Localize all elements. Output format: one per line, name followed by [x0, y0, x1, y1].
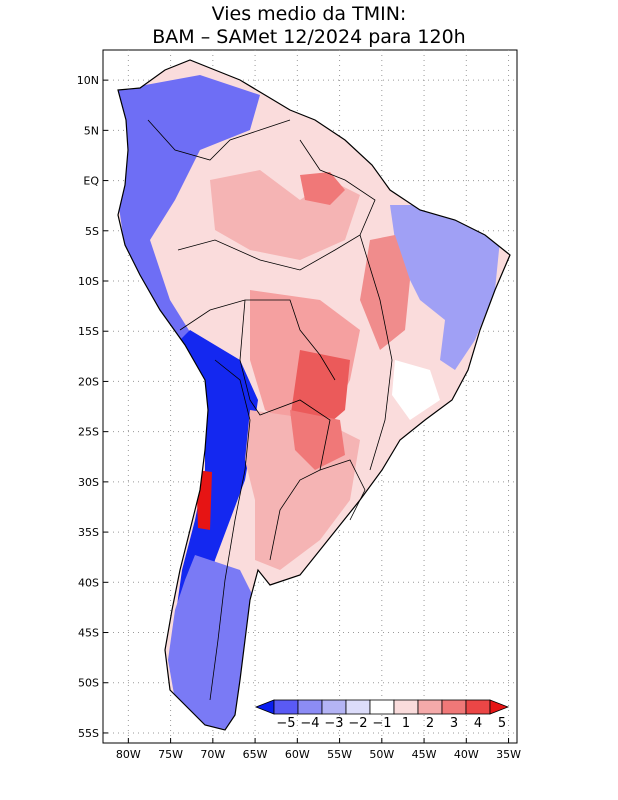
lon-tick-label: 70W — [200, 748, 225, 761]
colorbar-box — [441, 699, 467, 715]
colorbar-label: 4 — [474, 716, 482, 731]
southeast-neutral-patch — [392, 360, 440, 420]
lon-tick-label: 35W — [496, 748, 521, 761]
lat-tick-label: 30S — [78, 476, 99, 489]
colorbar-box — [417, 699, 443, 715]
lat-tick-label: 50S — [78, 677, 99, 690]
colorbar-box — [393, 699, 419, 715]
colorbar-label: 5 — [498, 716, 506, 731]
colorbar-box — [369, 699, 395, 715]
colorbar-label: −1 — [372, 716, 391, 731]
lon-tick-label: 65W — [243, 748, 268, 761]
map-title-line2: BAM – SAMet 12/2024 para 120h — [152, 26, 466, 48]
colorbar-label: −3 — [324, 716, 343, 731]
country-borders — [147, 119, 393, 701]
latitude-axis: 10N 5N EQ 5S 10S 15S 20S 25S 30S 35S 40S 45S 50S 55S — [77, 74, 108, 740]
colorbar-label: −2 — [348, 716, 367, 731]
lat-tick-label: 5N — [84, 124, 99, 137]
colorbar-box — [297, 699, 323, 715]
northwest-coast-negative-bias — [118, 75, 260, 350]
colorbar-label: 2 — [426, 716, 434, 731]
lat-tick-label: 20S — [78, 375, 99, 388]
colorbar-box — [321, 699, 347, 715]
lon-tick-label: 50W — [369, 748, 394, 761]
lat-tick-label: 35S — [78, 526, 99, 539]
andes-strong-negative-bias — [175, 330, 258, 630]
lon-tick-label: 60W — [285, 748, 310, 761]
patagonia-negative-bias — [168, 555, 255, 730]
lat-tick-label: 5S — [85, 225, 99, 238]
longitude-axis: 80W 75W 70W 65W 60W 55W 50W 45W 40W 35W — [116, 738, 521, 761]
lat-tick-label: 45S — [78, 627, 99, 640]
lon-tick-label: 45W — [412, 748, 437, 761]
colorbar-box — [465, 699, 491, 715]
northeast-brazil-negative-bias — [390, 205, 500, 370]
colorbar-box — [273, 699, 299, 715]
paraguay-warm-core — [290, 410, 345, 470]
coastline — [117, 59, 511, 731]
colorbar-label: −5 — [276, 716, 295, 731]
lon-tick-label: 80W — [116, 748, 141, 761]
lat-tick-label: EQ — [83, 175, 99, 188]
lon-tick-label: 75W — [158, 748, 183, 761]
colorbar-label: −4 — [300, 716, 319, 731]
lat-tick-label: 10S — [78, 275, 99, 288]
lat-tick-label: 10N — [77, 74, 99, 87]
tocantins-positive-bias — [360, 235, 410, 350]
lon-tick-label: 40W — [454, 748, 479, 761]
colorbar-box — [345, 699, 371, 715]
lat-tick-label: 15S — [78, 325, 99, 338]
lat-tick-label: 25S — [78, 426, 99, 439]
lat-tick-label: 55S — [78, 727, 99, 740]
map-title-line1: Vies medio da TMIN: — [211, 3, 407, 25]
amazon-warm-core — [300, 172, 345, 205]
colorbar-label: 1 — [402, 716, 410, 731]
colorbar-max-arrow — [489, 699, 510, 715]
colorbar: −5 −4 −3 −2 −1 1 2 3 4 5 — [254, 699, 510, 731]
lat-tick-label: 40S — [78, 576, 99, 589]
colorbar-label: 3 — [450, 716, 458, 731]
lon-tick-label: 55W — [327, 748, 352, 761]
